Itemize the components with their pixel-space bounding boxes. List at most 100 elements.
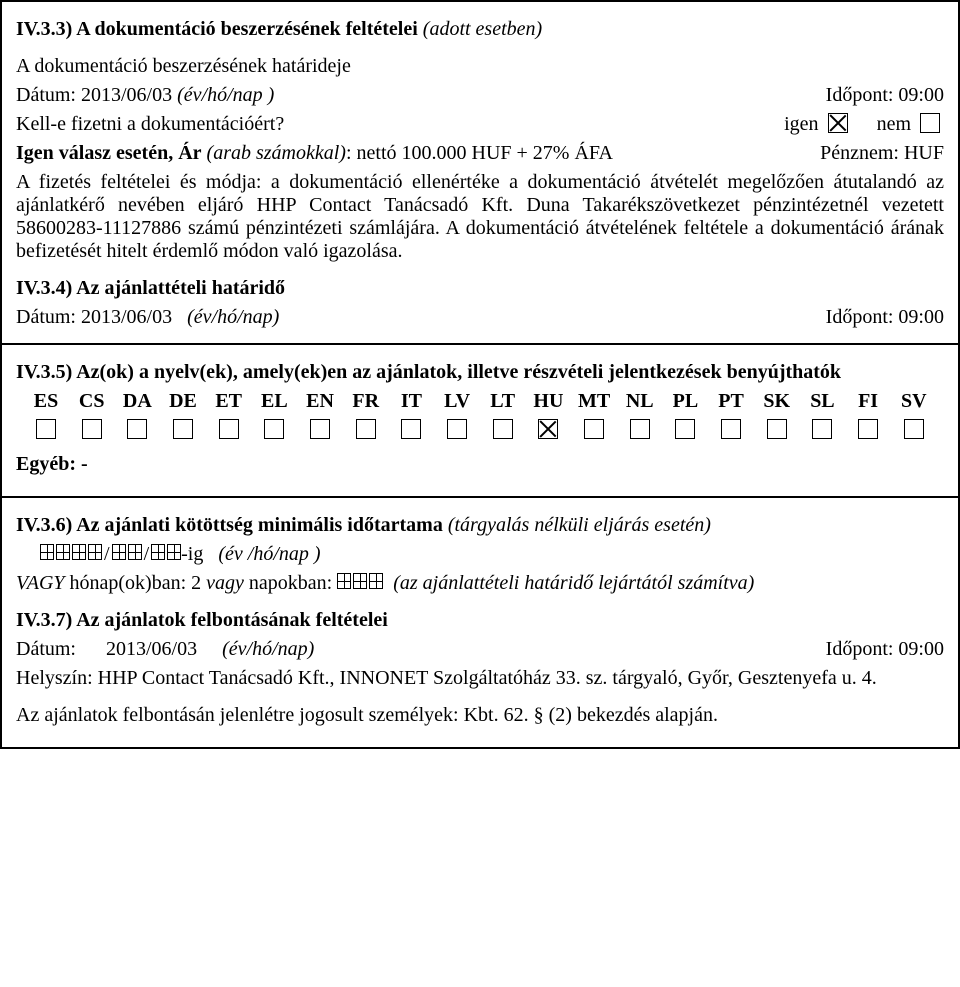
lang-checkbox-en[interactable] (310, 419, 330, 439)
no-label: nem (877, 113, 911, 135)
iv33-heading: IV.3.3) A dokumentáció beszerzésének fel… (16, 18, 944, 41)
lang-col-en: EN (298, 390, 342, 439)
iv33-price-hint: (arab számokkal) (207, 142, 346, 164)
iv33-date-left: Dátum: 2013/06/03 (év/hó/nap ) (16, 84, 274, 107)
iv34-date-label: Dátum: 2013/06/03 (16, 306, 172, 328)
iv33-date-hint: (év/hó/nap ) (177, 84, 274, 106)
lang-col-hu: HU (526, 390, 570, 439)
lang-label-fr: FR (352, 390, 379, 413)
iv36-until-suffix: -ig (181, 543, 203, 565)
iv36-days: napokban: (244, 572, 337, 594)
lang-checkbox-el[interactable] (264, 419, 284, 439)
lang-label-mt: MT (578, 390, 610, 413)
iv37-date-row: Dátum: 2013/06/03 (év/hó/nap) Időpont: 0… (16, 638, 944, 661)
lang-checkbox-mt[interactable] (584, 419, 604, 439)
iv33-price-left: Igen válasz esetén, Ár (arab számokkal):… (16, 142, 613, 165)
lang-label-el: EL (261, 390, 288, 413)
lang-checkbox-es[interactable] (36, 419, 56, 439)
lang-col-de: DE (161, 390, 205, 439)
iv33-price-row: Igen válasz esetén, Ár (arab számokkal):… (16, 142, 944, 165)
lang-checkbox-it[interactable] (401, 419, 421, 439)
iv33-price-lead: Igen válasz esetén, Ár (16, 142, 202, 164)
lang-checkbox-pl[interactable] (675, 419, 695, 439)
lang-label-nl: NL (626, 390, 654, 413)
iv37-persons: Az ajánlatok felbontásán jelenlétre jogo… (16, 704, 944, 727)
lang-label-et: ET (215, 390, 242, 413)
lang-col-cs: CS (70, 390, 114, 439)
lang-label-sv: SV (901, 390, 927, 413)
lang-checkbox-nl[interactable] (630, 419, 650, 439)
yes-label: igen (784, 113, 818, 135)
iv36-heading-hint: (tárgyalás nélküli eljárás esetén) (448, 514, 711, 536)
iv37-date-value: 2013/06/03 (106, 638, 197, 660)
lang-label-it: IT (401, 390, 422, 413)
iv33-conditions: A fizetés feltételei és módja: a dokumen… (16, 171, 944, 263)
lang-label-lt: LT (490, 390, 515, 413)
iv36-or: vagy (206, 572, 244, 594)
lang-col-sk: SK (755, 390, 799, 439)
lang-checkbox-fr[interactable] (356, 419, 376, 439)
lang-col-nl: NL (618, 390, 662, 439)
iv37-heading: IV.3.7) Az ajánlatok felbontásának felté… (16, 609, 944, 632)
iv33-price-rest: : nettó 100.000 HUF + 27% ÁFA (346, 142, 613, 164)
lang-col-mt: MT (572, 390, 616, 439)
iv37-date-left: Dátum: 2013/06/03 (év/hó/nap) (16, 638, 314, 661)
lang-checkbox-fi[interactable] (858, 419, 878, 439)
section-iv36-iv37: IV.3.6) Az ajánlati kötöttség minimális … (0, 498, 960, 749)
lang-label-sk: SK (763, 390, 790, 413)
iv37-time-label: Időpont: 09:00 (826, 638, 944, 661)
lang-col-pl: PL (663, 390, 707, 439)
iv34-date-hint: (év/hó/nap) (187, 306, 279, 328)
iv33-yesno: igen nem (784, 113, 944, 136)
iv36-until-hint: (év /hó/nap ) (218, 543, 320, 565)
lang-checkbox-lt[interactable] (493, 419, 513, 439)
lang-label-sl: SL (810, 390, 834, 413)
iv36-vagy-row: VAGY hónap(ok)ban: 2 vagy napokban: (az … (16, 572, 944, 595)
iv35-other: Egyéb: - (16, 453, 944, 476)
section-iv33: IV.3.3) A dokumentáció beszerzésének fel… (0, 0, 960, 345)
lang-checkbox-et[interactable] (219, 419, 239, 439)
lang-checkbox-da[interactable] (127, 419, 147, 439)
lang-label-lv: LV (444, 390, 470, 413)
iv33-currency: Pénznem: HUF (820, 142, 944, 165)
iv33-heading-hint: (adott esetben) (423, 18, 542, 40)
no-checkbox[interactable] (920, 113, 940, 133)
iv36-heading-strong: IV.3.6) Az ajánlati kötöttség minimális … (16, 514, 443, 536)
section-iv35: IV.3.5) Az(ok) a nyelv(ek), amely(ek)en … (0, 345, 960, 498)
iv34-time-label: Időpont: 09:00 (826, 306, 944, 329)
iv37-location: Helyszín: HHP Contact Tanácsadó Kft., IN… (16, 667, 944, 690)
lang-checkbox-pt[interactable] (721, 419, 741, 439)
lang-label-pt: PT (718, 390, 744, 413)
lang-checkbox-de[interactable] (173, 419, 193, 439)
language-grid: ES CS DA DE ET EL EN FR IT LV LT HU MT NL PL PT SK SL FI SV (24, 390, 936, 439)
lang-col-fr: FR (344, 390, 388, 439)
iv33-pay-row: Kell-e fizetni a dokumentációért? igen n… (16, 113, 944, 136)
iv33-date-row: Dátum: 2013/06/03 (év/hó/nap ) Időpont: … (16, 84, 944, 107)
iv33-heading-strong: IV.3.3) A dokumentáció beszerzésének fel… (16, 18, 418, 40)
lang-label-en: EN (306, 390, 334, 413)
lang-label-es: ES (34, 390, 58, 413)
lang-col-et: ET (207, 390, 251, 439)
lang-checkbox-lv[interactable] (447, 419, 467, 439)
lang-col-sl: SL (800, 390, 844, 439)
lang-col-it: IT (389, 390, 433, 439)
lang-label-cs: CS (79, 390, 105, 413)
placeholder-days-icon (337, 573, 383, 589)
iv33-date-label: Dátum: 2013/06/03 (16, 84, 172, 106)
lang-col-pt: PT (709, 390, 753, 439)
lang-checkbox-sk[interactable] (767, 419, 787, 439)
iv37-date-hint: (év/hó/nap) (222, 638, 314, 660)
lang-checkbox-sl[interactable] (812, 419, 832, 439)
iv33-time-label: Időpont: 09:00 (826, 84, 944, 107)
lang-checkbox-sv[interactable] (904, 419, 924, 439)
lang-col-fi: FI (846, 390, 890, 439)
lang-checkbox-hu[interactable] (538, 419, 558, 439)
lang-label-de: DE (169, 390, 197, 413)
lang-label-fi: FI (858, 390, 878, 413)
yes-checkbox[interactable] (828, 113, 848, 133)
placeholder-date-icon: / / (40, 543, 181, 566)
iv36-days-hint: (az ajánlattételi határidő lejártától sz… (393, 572, 754, 594)
lang-checkbox-cs[interactable] (82, 419, 102, 439)
iv34-heading: IV.3.4) Az ajánlattételi határidő (16, 277, 944, 300)
lang-col-da: DA (115, 390, 159, 439)
